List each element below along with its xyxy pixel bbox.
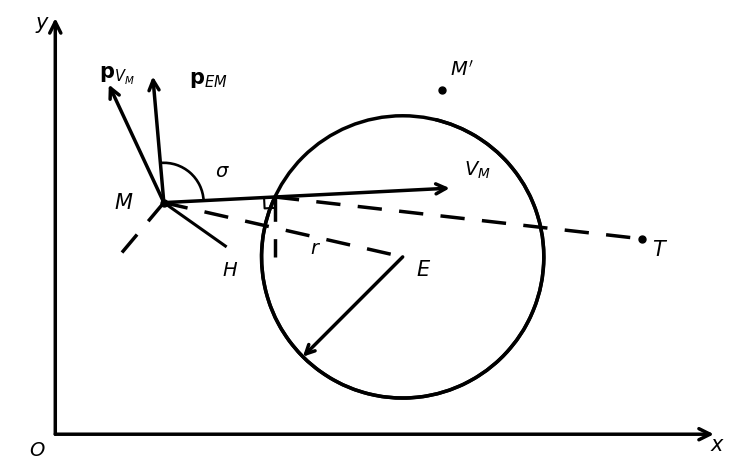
Text: $E$: $E$ <box>416 260 431 280</box>
Text: $x$: $x$ <box>710 435 725 455</box>
Text: $\sigma$: $\sigma$ <box>215 162 229 181</box>
Text: $V_M$: $V_M$ <box>464 160 491 181</box>
Text: $r$: $r$ <box>310 239 321 258</box>
Text: $y$: $y$ <box>34 15 50 35</box>
Text: $H$: $H$ <box>222 261 238 280</box>
Text: $M'$: $M'$ <box>450 60 474 80</box>
Text: $T$: $T$ <box>652 240 668 260</box>
Text: $\mathbf{p}_{EM}$: $\mathbf{p}_{EM}$ <box>189 69 228 89</box>
Text: $\mathbf{p}_{V_M}$: $\mathbf{p}_{V_M}$ <box>99 65 135 87</box>
Text: $O$: $O$ <box>29 441 45 460</box>
Text: $M$: $M$ <box>114 193 133 213</box>
